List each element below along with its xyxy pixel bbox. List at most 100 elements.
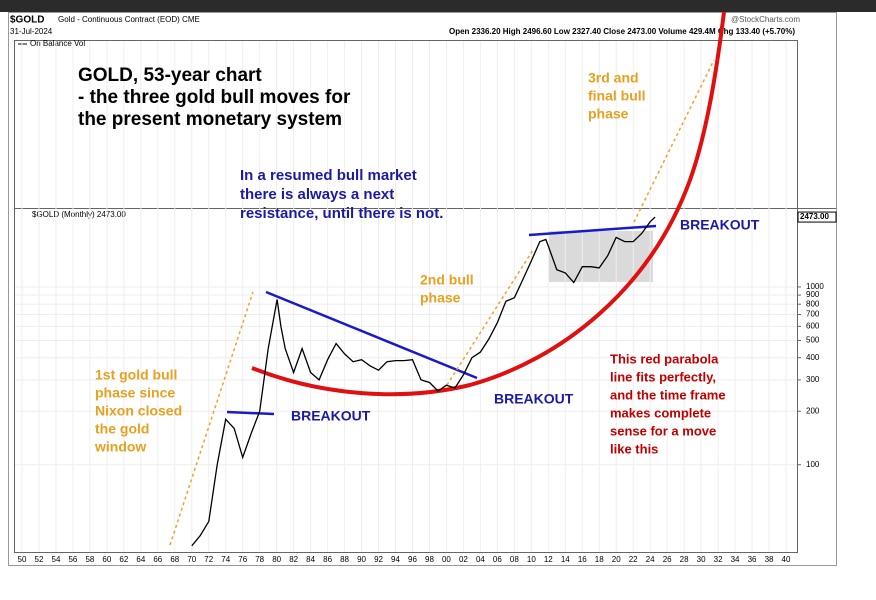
y-tick-label: 200 bbox=[806, 406, 820, 415]
x-tick-label: 26 bbox=[663, 555, 672, 564]
y-tick-label: 100 bbox=[806, 460, 820, 469]
top-bar bbox=[0, 0, 876, 12]
plot bbox=[15, 41, 797, 552]
annotation: GOLD, 53-year chart bbox=[78, 65, 262, 86]
x-tick-label: 88 bbox=[340, 555, 349, 564]
cover-box bbox=[548, 480, 788, 550]
y-tick-label: 300 bbox=[806, 375, 820, 384]
trend-line bbox=[169, 291, 254, 546]
x-tick-label: 12 bbox=[544, 555, 553, 564]
annotation: the present monetary system bbox=[78, 109, 342, 130]
x-tick-label: 64 bbox=[136, 555, 145, 564]
x-tick-label: 72 bbox=[204, 555, 213, 564]
x-tick-label: 94 bbox=[391, 555, 400, 564]
x-tick-label: 86 bbox=[323, 555, 332, 564]
legend: $GOLD (Monthly) 2473.00 bbox=[32, 210, 126, 219]
y-tick-label: 400 bbox=[806, 353, 820, 362]
x-tick-label: 20 bbox=[612, 555, 621, 564]
annotation: phase bbox=[420, 290, 461, 306]
x-tick-label: 58 bbox=[85, 555, 94, 564]
x-tick-label: 92 bbox=[374, 555, 383, 564]
x-tick-label: 54 bbox=[52, 555, 61, 564]
x-tick-label: 28 bbox=[680, 555, 689, 564]
y-tick-label: 700 bbox=[806, 310, 820, 319]
x-tick-label: 02 bbox=[459, 555, 468, 564]
annotation: In a resumed bull market bbox=[240, 167, 417, 184]
x-tick-label: 74 bbox=[221, 555, 230, 564]
annotation: BREAKOUT bbox=[291, 408, 371, 424]
x-tick-label: 08 bbox=[510, 555, 519, 564]
x-tick-label: 32 bbox=[714, 555, 723, 564]
y-tick-label: 600 bbox=[806, 322, 820, 331]
parabola bbox=[251, 11, 726, 397]
annotation: the gold bbox=[95, 421, 149, 437]
y-tick-label: 800 bbox=[806, 299, 820, 308]
x-tick-label: 14 bbox=[561, 555, 570, 564]
x-tick-label: 50 bbox=[18, 555, 27, 564]
y-tick-label: 900 bbox=[806, 290, 820, 299]
trend-line bbox=[633, 59, 715, 223]
annotation: 2nd bull bbox=[420, 272, 474, 288]
annotation: line fits perfectly, bbox=[610, 369, 716, 384]
x-tick-label: 10 bbox=[527, 555, 536, 564]
last-value-box bbox=[797, 211, 837, 223]
y-tick-label: 2473.00 bbox=[800, 212, 829, 221]
x-tick-label: 22 bbox=[629, 555, 638, 564]
x-tick-label: 80 bbox=[272, 555, 281, 564]
pane-label: On Balance Vol bbox=[30, 39, 85, 48]
annotation: phase since bbox=[95, 385, 175, 401]
x-tick-label: 62 bbox=[119, 555, 128, 564]
x-tick-label: 98 bbox=[425, 555, 434, 564]
x-tick-label: 56 bbox=[68, 555, 77, 564]
x-tick-label: 70 bbox=[187, 555, 196, 564]
annotation: - the three gold bull moves for bbox=[78, 87, 351, 108]
x-tick-label: 68 bbox=[170, 555, 179, 564]
x-tick-label: 18 bbox=[595, 555, 604, 564]
x-tick-label: 40 bbox=[782, 555, 791, 564]
x-tick-label: 84 bbox=[306, 555, 315, 564]
y-tick-label: 500 bbox=[806, 336, 820, 345]
annotation: resistance, until there is not. bbox=[240, 205, 443, 222]
x-tick-label: 04 bbox=[476, 555, 485, 564]
annotation: there is always a next bbox=[240, 186, 394, 203]
annotation: Nixon closed bbox=[95, 403, 182, 419]
x-tick-label: 96 bbox=[408, 555, 417, 564]
x-tick-label: 52 bbox=[35, 555, 44, 564]
x-tick-label: 34 bbox=[731, 555, 740, 564]
x-tick-label: 78 bbox=[255, 555, 264, 564]
annotation: 3rd and bbox=[588, 70, 639, 86]
resistance-line bbox=[226, 410, 275, 416]
x-tick-label: 36 bbox=[748, 555, 757, 564]
x-tick-label: 76 bbox=[238, 555, 247, 564]
date: 31-Jul-2024 bbox=[10, 27, 53, 36]
y-tick-label: 1000 bbox=[806, 282, 824, 291]
annotation: final bull bbox=[588, 88, 646, 104]
source: @StockCharts.com bbox=[731, 15, 800, 24]
quote: Open 2336.20 High 2496.60 Low 2327.40 Cl… bbox=[449, 27, 795, 36]
annotation: makes complete bbox=[610, 405, 711, 420]
annotation: BREAKOUT bbox=[680, 217, 760, 233]
annotation: BREAKOUT bbox=[494, 391, 574, 407]
symbol: $GOLD bbox=[10, 15, 44, 26]
x-tick-label: 60 bbox=[102, 555, 111, 564]
price-line bbox=[191, 216, 656, 547]
annotation: This red parabola bbox=[610, 351, 719, 366]
annotation: window bbox=[94, 439, 146, 455]
resistance-line bbox=[528, 224, 657, 237]
annotation: like this bbox=[610, 441, 658, 456]
x-tick-label: 82 bbox=[289, 555, 298, 564]
x-tick-label: 00 bbox=[442, 555, 451, 564]
description: Gold - Continuous Contract (EOD) CME bbox=[58, 15, 200, 24]
x-tick-label: 24 bbox=[646, 555, 655, 564]
x-tick-label: 38 bbox=[765, 555, 774, 564]
x-tick-label: 06 bbox=[493, 555, 502, 564]
x-tick-label: 30 bbox=[697, 555, 706, 564]
resistance-line bbox=[265, 290, 478, 380]
annotation: 1st gold bull bbox=[95, 367, 177, 383]
annotation: sense for a move bbox=[610, 423, 716, 438]
x-tick-label: 90 bbox=[357, 555, 366, 564]
annotation: phase bbox=[588, 106, 629, 122]
trend-line bbox=[446, 249, 534, 386]
